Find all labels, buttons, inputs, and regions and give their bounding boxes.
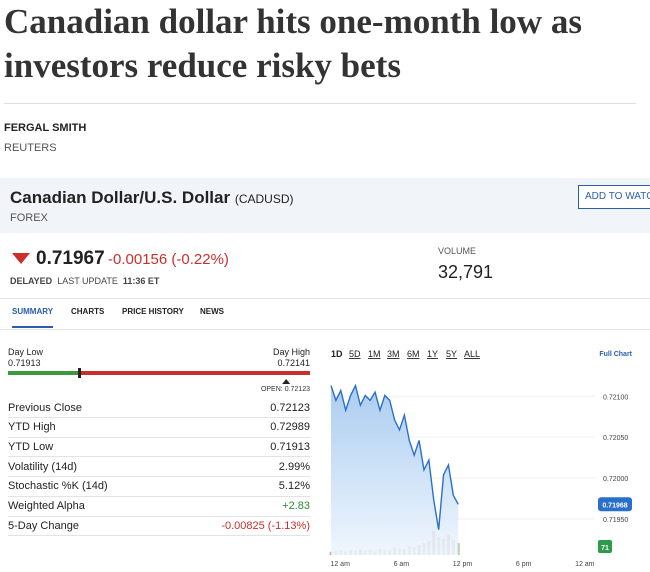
stat-label: YTD High [8,421,56,434]
tab[interactable]: CHARTS [71,307,105,316]
stat-row: YTD Low 0.71913 [8,437,310,458]
status: DELAYED [10,276,53,286]
tab[interactable]: SUMMARY [12,307,54,328]
value: 0.71913 [8,358,41,368]
stat-row: 5-Day Change -0.00825 (-1.13%) [8,516,310,537]
value: 0.72123 [284,386,310,393]
x-tick-label: 12 am [575,561,595,568]
tab[interactable]: NEWS [200,307,224,316]
open-marker [282,379,291,384]
delay-info: DELAYED LAST UPDATE 11:36 ET [10,276,159,286]
stat-value: 0.72989 [270,421,310,434]
update-time: 11:36 ET [122,276,160,286]
volume-badge-label: 71 [601,545,609,552]
stat-label: Weighted Alpha [8,500,85,512]
stat-value: 0.71913 [270,440,310,453]
y-tick-label: 0.72050 [603,435,628,442]
price-line [330,383,459,530]
range-button[interactable]: 1M [368,349,381,359]
update-label: LAST UPDATE [57,276,118,286]
stat-label: YTD Low [8,440,54,453]
range-button[interactable]: 5Y [446,349,457,359]
volume-label: VOLUME [438,246,477,256]
x-tick-label: 12 pm [453,561,473,568]
stat-value: +2.83 [282,500,310,512]
stat-value: -0.00825 (-1.13%) [221,519,310,532]
stat-label: Volatility (14d) [8,460,78,473]
headline-line: Canadian dollar hits one-month low as [4,2,582,41]
stat-row: Weighted Alpha +2.83 [8,497,310,517]
down-arrow [12,253,30,264]
range-button[interactable]: 1Y [427,349,438,359]
range-bar [8,368,311,384]
range-high [79,371,311,375]
value: 0.72141 [277,358,310,368]
watchlist-button[interactable]: ADD TO WATC [578,185,650,209]
day-low: Day Low 0.71913 [8,347,43,369]
y-tick-label: 0.72100 [603,394,628,401]
category: FOREX [10,212,48,224]
x-tick-label: 6 am [394,561,410,568]
stat-value: 5.12% [278,480,310,493]
divider [0,298,650,299]
stat-label: Previous Close [8,401,82,414]
price: 0.71967 [36,248,105,269]
name: Canadian Dollar/U.S. Dollar [10,188,231,207]
last-price-label: 0.71968 [602,502,627,509]
price-area [331,385,459,555]
open: OPEN: 0.72123 [261,386,310,393]
author[interactable]: FERGAL SMITH [4,122,87,134]
stat-label: Stochastic %K (14d) [8,480,108,493]
symbol: (CADUSD) [234,192,294,206]
tab[interactable]: PRICE HISTORY [122,307,184,316]
volume-badge [598,540,612,553]
stat-value: 0.72123 [270,401,310,414]
headline-line: investors reduce risky bets [4,46,401,85]
price-marker [78,368,82,378]
range-button[interactable]: ALL [464,349,480,359]
volume: 32,791 [438,262,494,282]
stat-label: 5-Day Change [8,519,79,532]
stat-row: YTD High 0.72989 [8,418,310,438]
y-tick-label: 0.72000 [603,476,628,483]
change: -0.00156 (-0.22%) [108,251,229,268]
range-button[interactable]: 5D [349,349,361,359]
range-low [8,371,80,375]
divider [0,329,650,330]
full-chart-link[interactable]: Full Chart [599,351,632,358]
range-button[interactable]: 3M [387,349,400,359]
source: REUTERS [4,142,57,154]
last-price-badge [598,497,632,512]
x-tick-label: 6 pm [516,561,532,568]
x-tick-label: 12 am [330,561,350,568]
stat-value: 2.99% [278,460,310,473]
range-button[interactable]: 1D [331,349,343,359]
label: OPEN: [260,386,283,393]
headline: Canadian dollar hits one-month low as inv… [4,0,582,88]
range-button[interactable]: 6M [407,349,420,359]
day-high: Day High 0.72141 [273,347,310,369]
y-tick-label: 0.71950 [603,517,628,524]
quote-header [0,178,650,233]
stat-row: Previous Close 0.72123 [8,398,310,418]
rule [4,103,636,104]
label: Day Low [8,347,44,357]
stat-row: Stochastic %K (14d) 5.12% [8,477,310,497]
stat-row: Volatility (14d) 2.99% [8,457,310,478]
quote-name: Canadian Dollar/U.S. Dollar (CADUSD) [10,188,294,208]
label: Day High [272,347,310,357]
